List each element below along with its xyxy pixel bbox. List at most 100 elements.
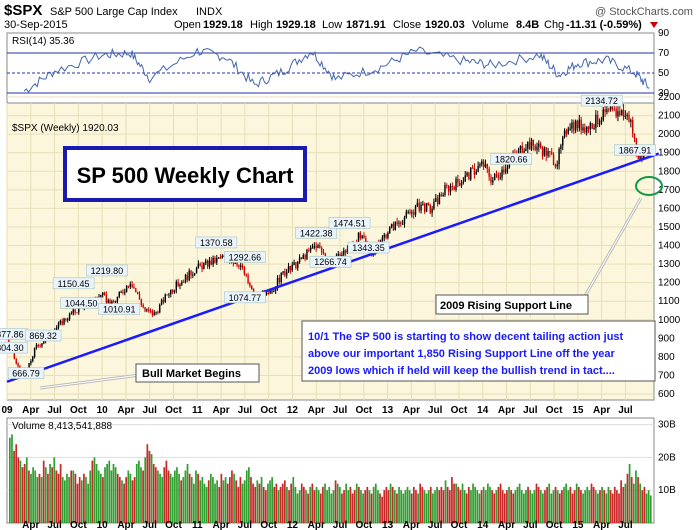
volume-bar [180,480,183,523]
candle-body [446,185,448,187]
candle-body [562,136,564,146]
price-label: 1044.50 [65,298,98,308]
volume-bar [135,463,138,523]
volume-bar [592,486,595,523]
candle-body [251,286,253,290]
price-label: 869.32 [29,331,57,341]
x-tick-label: Oct [546,405,563,416]
candle-body [569,128,571,130]
volume-bar [552,490,555,523]
volume-bar [47,473,49,523]
volume-bar [355,483,358,523]
volume-bar [129,473,132,523]
candle-body [420,204,422,211]
close-label: Close [393,19,421,31]
volume-bar [393,490,396,523]
volume-bar [520,490,523,523]
volume-bar [472,483,474,523]
x-tick-label-bottom: Oct [355,520,372,530]
candle-body [390,223,393,227]
volume-bar [201,477,204,523]
volume-bar [546,486,548,523]
volume-bar [396,493,398,523]
candle-body [140,299,143,305]
volume-bar [34,470,37,523]
volume-bar [616,490,618,523]
candle-body [392,223,395,231]
price-label-box [328,217,371,229]
price-label: 666.79 [12,369,40,379]
candle-body [357,232,360,244]
candle-body [337,254,339,256]
price-label-box [86,264,128,277]
volume-bar [36,477,39,523]
price-tick-label: 1400 [658,241,681,252]
volume-bar [305,490,307,523]
x-tick-label-bottom: 14 [477,520,489,530]
support-line-label: 2009 Rising Support Line [440,300,572,312]
volume-bar [55,470,58,523]
candle-body [482,161,485,167]
price-label-box [0,341,29,354]
x-tick-label: Jul [618,405,633,416]
volume-bar [193,483,195,523]
volume-legend: Volume 8,413,541,888 [12,421,113,432]
volume-bar [281,483,284,523]
volume-bar [49,463,51,523]
volume-bar [639,483,642,523]
candle-body [306,249,308,260]
candle-body [431,208,433,213]
candle-body [578,119,581,129]
volume-bar [245,470,248,523]
candle-body [576,120,579,129]
candle-body [401,223,404,225]
volume-bar [169,473,172,523]
candle-body [13,350,16,359]
candle-body [462,181,465,183]
candle-body [628,114,630,122]
volume-bar [463,490,466,523]
candle-body [15,358,17,364]
price-label-box [7,367,45,379]
price-tick-label: 600 [658,389,675,400]
candle-body [271,290,273,292]
candle-body [182,281,185,283]
candle-body [519,145,522,149]
candle-body [221,255,224,259]
candle-body [17,363,19,367]
volume-bar [176,467,178,523]
candle-body [532,139,535,146]
volume-bar [588,490,591,523]
volume-bar [195,470,197,523]
candle-body [219,257,222,259]
volume-bar [398,486,400,523]
x-tick-label: 14 [477,405,489,416]
volume-bar [404,490,407,523]
candle-body [580,119,582,131]
volume-bar [131,480,134,523]
candle-body [442,194,444,197]
candle-body [217,257,220,259]
candle-body [490,176,492,183]
volume-bar [525,490,527,523]
volume-bar [313,490,316,523]
price-tick-label: 1600 [658,203,681,214]
x-tick-label: Jul [333,405,348,416]
volume-bar [271,477,273,523]
volume-bar [516,486,519,523]
candle-body [400,222,402,225]
volume-bar [512,493,515,523]
volume-bar [171,477,174,523]
volume-bar [484,490,487,523]
commentary-box [301,320,656,382]
volume-bar [216,480,218,523]
candle-body [449,185,452,192]
volume-bar [51,467,54,523]
volume-bar [72,470,75,523]
candle-body [35,345,38,349]
volume-bar [620,480,622,523]
candle-body [527,142,529,149]
volume-bar [594,490,597,523]
volume-bar [336,483,339,523]
volume-bar [476,490,479,523]
